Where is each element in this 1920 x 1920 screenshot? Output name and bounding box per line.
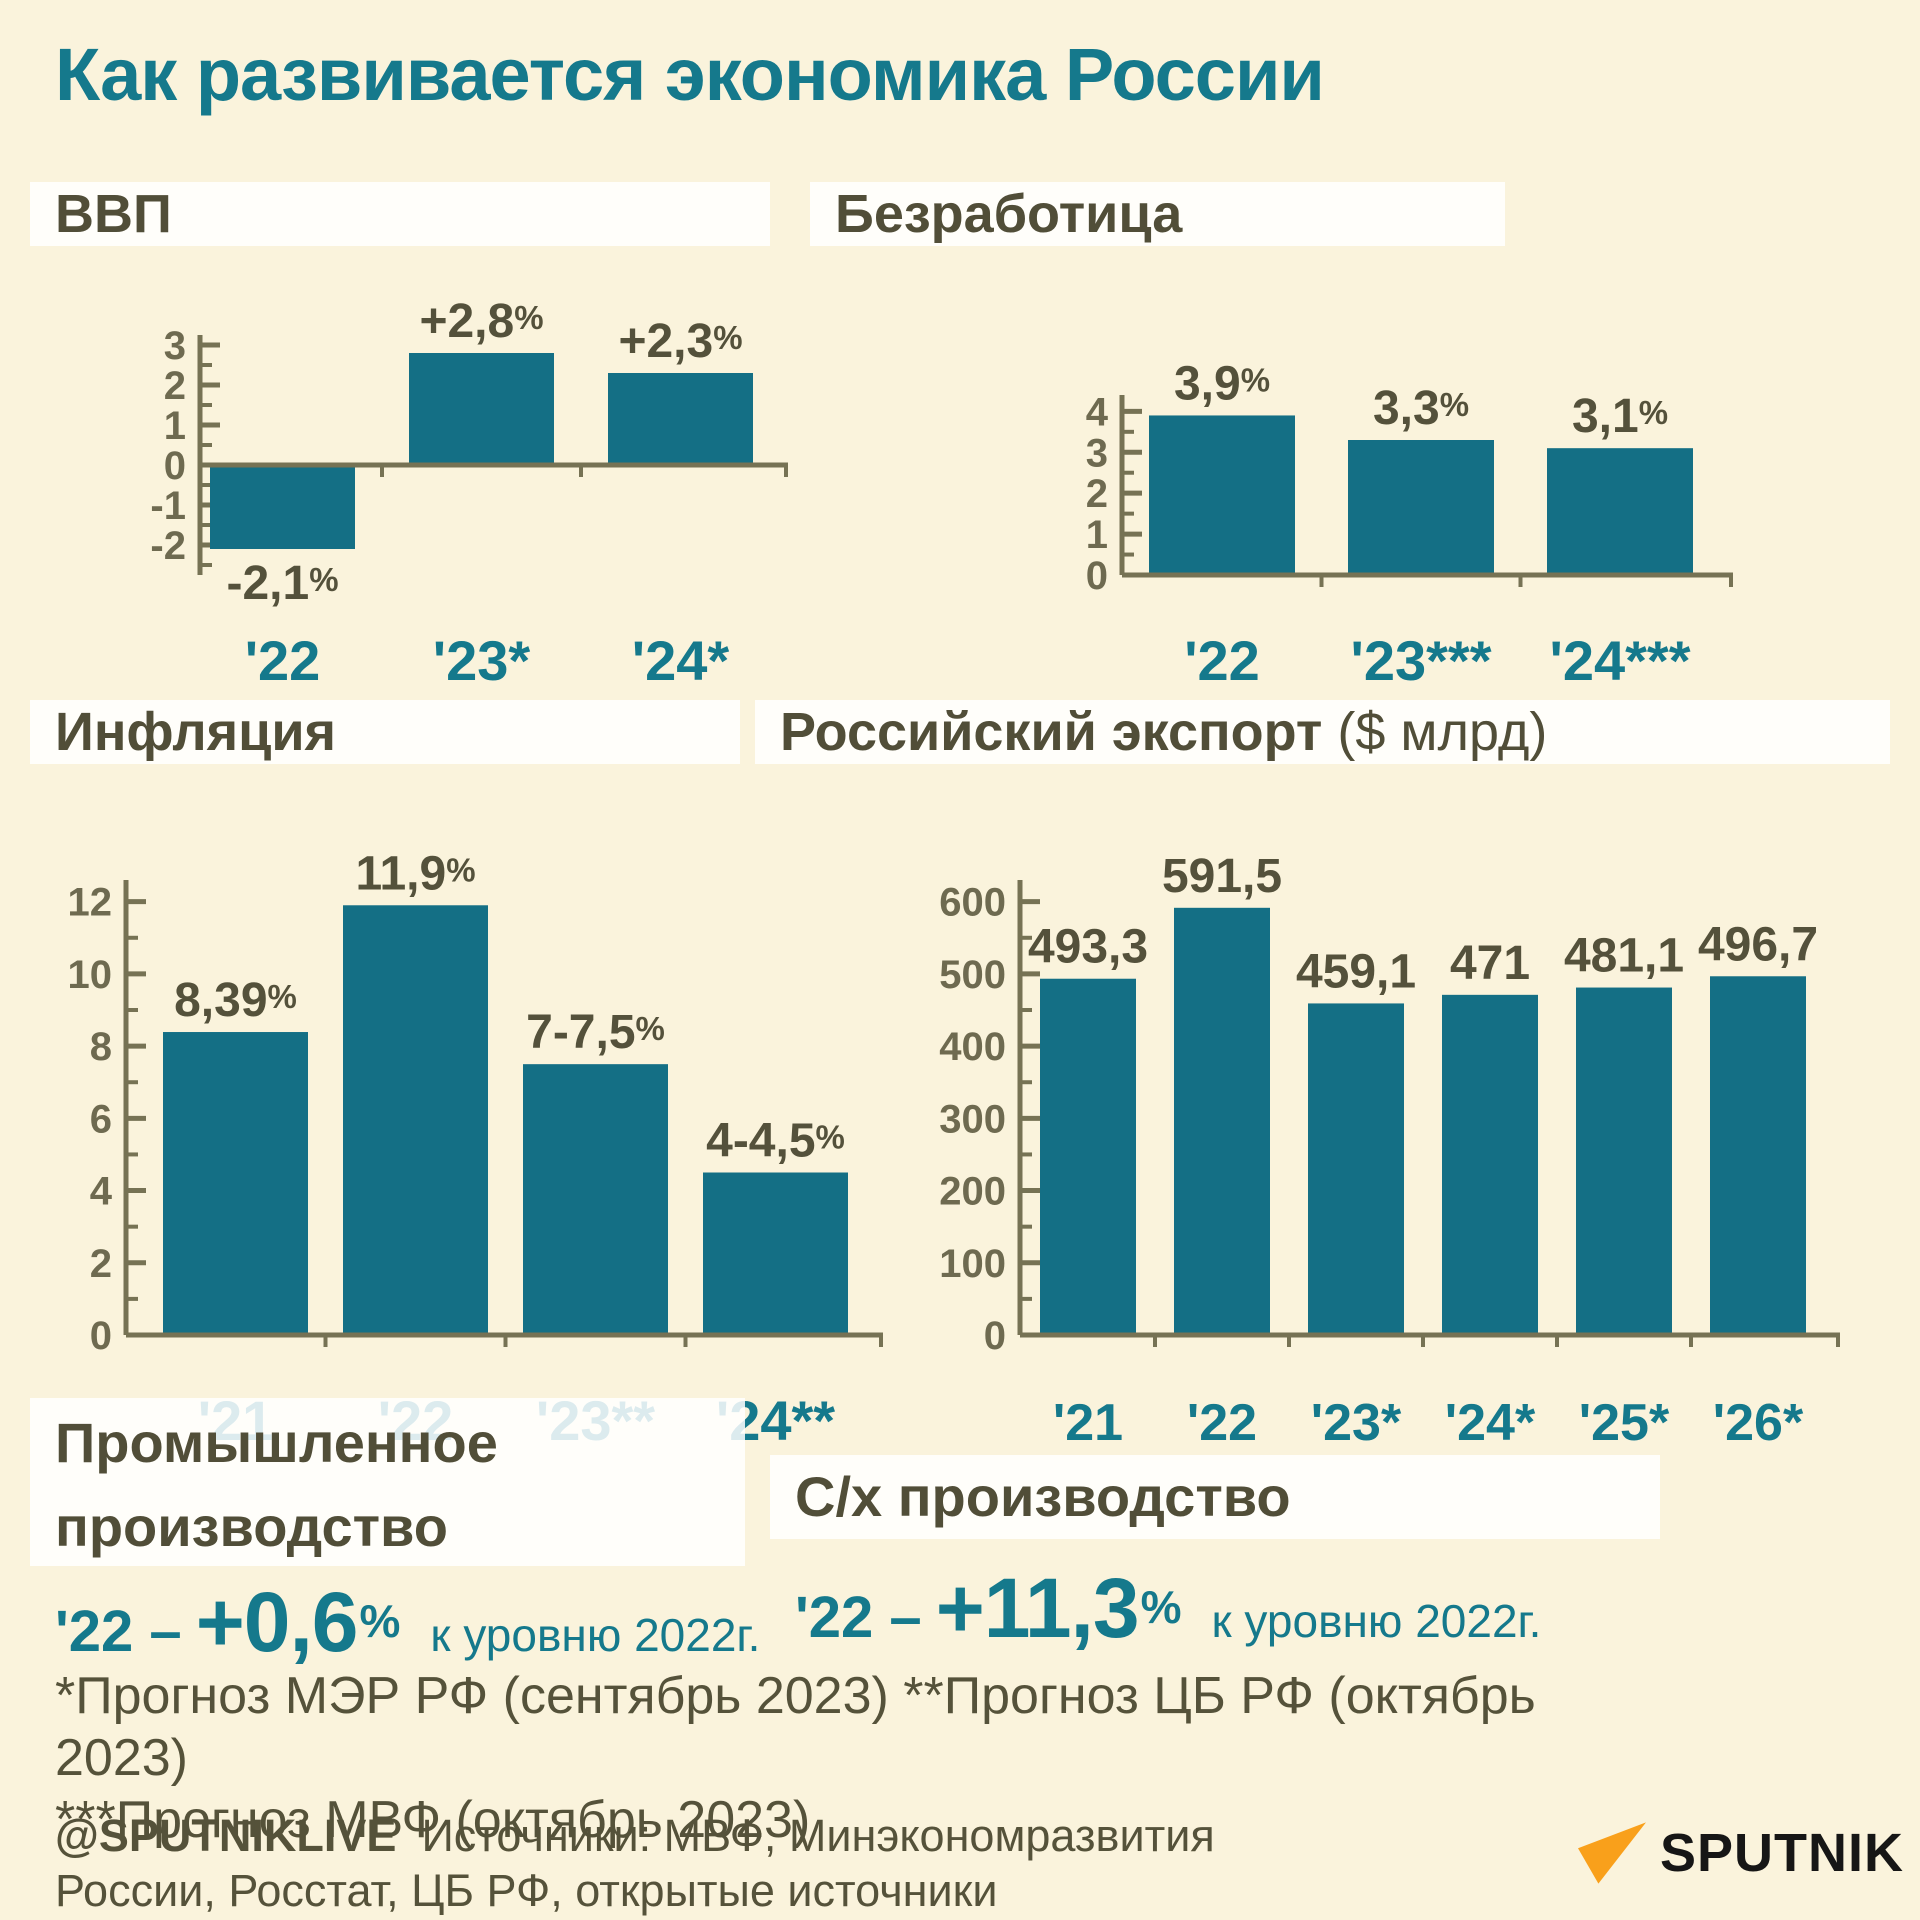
svg-text:471: 471 (1450, 937, 1530, 990)
svg-text:12: 12 (68, 881, 113, 925)
svg-text:'24*: '24* (632, 629, 730, 692)
svg-text:0: 0 (1086, 554, 1108, 598)
svg-text:3,9%: 3,9% (1174, 357, 1270, 410)
footnote-line-2: ***Прогноз МВФ (октябрь 2023) (55, 1791, 811, 1849)
sputnik-logo-text: SPUTNIK (1660, 1823, 1905, 1883)
svg-text:591,5: 591,5 (1162, 850, 1282, 903)
industry-stat-prefix: '22 – (55, 1599, 182, 1664)
svg-text:4: 4 (1086, 390, 1109, 434)
svg-text:-2: -2 (150, 524, 186, 568)
svg-text:'23***: '23*** (1351, 629, 1492, 692)
svg-text:300: 300 (939, 1097, 1006, 1141)
svg-text:'25*: '25* (1579, 1394, 1670, 1452)
svg-text:3,1%: 3,1% (1572, 390, 1668, 443)
industry-title-line1: Промышленное (55, 1411, 498, 1474)
svg-text:2: 2 (90, 1242, 112, 1286)
section-header-industry: Промышленное производство (30, 1398, 745, 1566)
svg-text:0: 0 (90, 1314, 112, 1358)
page-title: Как развивается экономика России (55, 33, 1325, 116)
section-header-unemployment: Безработица (810, 182, 1505, 246)
section-title-exports-main: Российский экспорт (780, 702, 1323, 762)
svg-text:200: 200 (939, 1170, 1006, 1214)
inflation-chart-svg: 0246810128,39%'2111,9%'227-7,5%'23**4-4,… (68, 847, 883, 1452)
svg-text:'24***: '24*** (1550, 629, 1691, 692)
industry-stat-note: к уровню 2022г. (430, 1609, 761, 1661)
inflation-bar-chart: 0246810128,39%'2111,9%'227-7,5%'23**4-4,… (30, 805, 900, 1460)
industry-stat-percent: % (359, 1595, 401, 1647)
svg-text:'22: '22 (1184, 629, 1260, 692)
svg-text:100: 100 (939, 1242, 1006, 1286)
industry-title-line2: производство (55, 1495, 448, 1558)
attribution-line-2: России, Росстат, ЦБ РФ, открытые источни… (55, 1865, 998, 1916)
svg-text:-1: -1 (150, 484, 186, 528)
svg-text:7-7,5%: 7-7,5% (526, 1006, 665, 1059)
sputniklive-handle: @SPUTNIKLIVE (55, 1810, 397, 1861)
section-title-exports: Российский экспорт ($ млрд) (755, 700, 1890, 764)
section-title-unemployment: Безработица (835, 184, 1183, 244)
svg-text:'22: '22 (245, 629, 321, 692)
svg-text:11,9%: 11,9% (355, 847, 475, 900)
industry-stat-number: +0,6 (195, 1575, 359, 1669)
sputnik-arrow-icon (1578, 1822, 1646, 1884)
svg-text:3: 3 (1086, 431, 1108, 475)
svg-text:+2,8%: +2,8% (419, 295, 543, 348)
agriculture-stat-prefix: '22 – (795, 1585, 922, 1650)
attribution-line-1: @SPUTNIKLIVE Источники: МВФ, Минэкономра… (55, 1808, 1395, 1863)
svg-text:459,1: 459,1 (1296, 945, 1416, 998)
svg-text:'23*: '23* (1311, 1394, 1402, 1452)
svg-text:2: 2 (164, 364, 186, 408)
svg-text:6: 6 (90, 1097, 112, 1141)
svg-text:600: 600 (939, 881, 1006, 925)
svg-text:'26*: '26* (1713, 1394, 1804, 1452)
svg-text:10: 10 (68, 953, 113, 997)
svg-text:500: 500 (939, 953, 1006, 997)
svg-text:493,3: 493,3 (1028, 921, 1148, 974)
svg-text:+2,3%: +2,3% (618, 315, 742, 368)
svg-text:'24*: '24* (1445, 1394, 1536, 1452)
industry-stat-value: '22 – +0,6 % к уровню 2022г. (55, 1574, 760, 1671)
section-header-agriculture: С/х производство (770, 1455, 1660, 1539)
section-title-gdp: ВВП (55, 184, 172, 244)
svg-text:1: 1 (164, 404, 186, 448)
section-header-gdp: ВВП (30, 182, 770, 246)
svg-text:4: 4 (90, 1170, 113, 1214)
agriculture-title: С/х производство (795, 1465, 1291, 1528)
section-title-exports-unit: ($ млрд) (1337, 702, 1548, 762)
exports-bar-chart: 0 100 200 300 400 500 600 493,3 '21 591,5 '22 459,1… (900, 805, 1860, 1460)
sources-text-line1: Источники: МВФ, Минэкономразвития (421, 1810, 1215, 1861)
svg-text:2: 2 (1086, 472, 1108, 516)
svg-text:8: 8 (90, 1025, 112, 1069)
agriculture-stat-number: +11,3 (935, 1561, 1140, 1655)
svg-text:4-4,5%: 4-4,5% (706, 1115, 845, 1168)
section-header-exports: Российский экспорт ($ млрд) (755, 700, 1890, 764)
svg-text:481,1: 481,1 (1564, 930, 1684, 983)
svg-text:400: 400 (939, 1025, 1006, 1069)
svg-text:8,39%: 8,39% (174, 974, 297, 1027)
svg-text:0: 0 (164, 444, 186, 488)
footnotes: *Прогноз МЭР РФ (сентябрь 2023) **Прогно… (55, 1665, 1575, 1851)
svg-text:'23*: '23* (433, 629, 531, 692)
svg-text:'21: '21 (1053, 1394, 1123, 1452)
unemployment-bar-chart: 0 1 2 3 4 3,9% '22 3,3% '23*** 3,1% '24*** (1027, 265, 1733, 700)
svg-text:3: 3 (164, 324, 186, 368)
svg-text:496,7: 496,7 (1698, 918, 1818, 971)
sputnik-logo: SPUTNIK (1578, 1822, 1904, 1884)
svg-text:'22: '22 (1187, 1394, 1257, 1452)
agriculture-stat-value: '22 – +11,3 % к уровню 2022г. (795, 1560, 1541, 1657)
attribution: @SPUTNIKLIVE Источники: МВФ, Минэкономра… (55, 1808, 1395, 1918)
agriculture-stat-note: к уровню 2022г. (1211, 1595, 1542, 1647)
gdp-bar-chart: -2 -1 0 1 2 3 -2,1% '22 +2,8% '23* +2,3% '24* (105, 255, 805, 700)
section-header-inflation: Инфляция (30, 700, 740, 764)
footnote-line-1: *Прогноз МЭР РФ (сентябрь 2023) **Прогно… (55, 1667, 1536, 1787)
agriculture-stat-percent: % (1140, 1581, 1182, 1633)
exports-chart-svg: 0 100 200 300 400 500 600 493,3 '21 591,5 '22 459,1… (939, 850, 1840, 1452)
svg-text:3,3%: 3,3% (1373, 382, 1469, 435)
section-title-inflation: Инфляция (55, 702, 337, 762)
svg-text:1: 1 (1086, 513, 1108, 557)
svg-text:-2,1%: -2,1% (226, 557, 338, 610)
svg-text:0: 0 (984, 1314, 1006, 1358)
